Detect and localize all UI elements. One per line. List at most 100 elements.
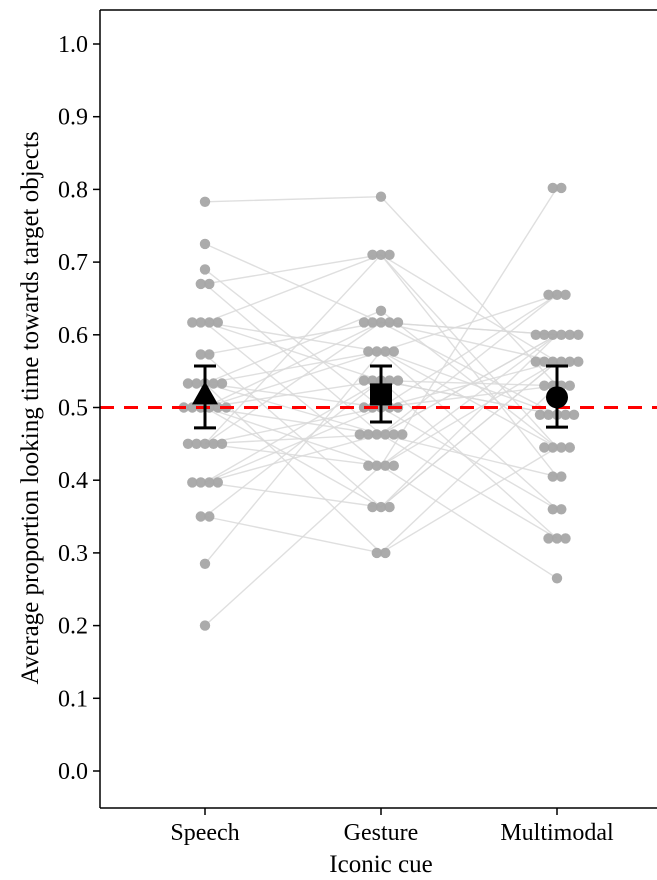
participant-line-34: [204, 294, 558, 565]
participant-point-multimodal: [547, 329, 558, 340]
participant-point-multimodal: [556, 504, 567, 515]
participant-point-speech: [195, 349, 206, 360]
participant-point-multimodal: [534, 409, 546, 420]
participant-point-gesture: [358, 317, 370, 328]
participant-point-gesture: [367, 249, 378, 260]
participant-point-gesture: [367, 317, 378, 328]
axes: [99, 9, 657, 809]
y-tick-label: 0.8: [58, 177, 88, 203]
participant-point-gesture: [380, 460, 391, 471]
participant-point-speech: [199, 264, 211, 275]
participant-point-multimodal: [543, 409, 554, 420]
participant-point-multimodal: [556, 442, 567, 453]
participant-point-speech: [187, 317, 198, 328]
participant-point-multimodal: [573, 356, 584, 367]
participant-point-multimodal: [564, 442, 575, 453]
participant-point-speech: [212, 402, 223, 413]
participant-point-speech: [195, 511, 206, 522]
participant-point-multimodal: [564, 356, 575, 367]
participant-point-gesture: [384, 317, 395, 328]
y-tick-label: 1.0: [58, 32, 88, 58]
participant-point-speech: [208, 438, 219, 449]
participant-point-speech: [204, 511, 215, 522]
participant-point-multimodal: [556, 329, 567, 340]
participant-point-speech: [195, 278, 206, 290]
participant-point-speech: [208, 378, 219, 389]
y-tick-label: 0.7: [58, 250, 88, 276]
y-tick-label: 0.3: [58, 541, 88, 567]
participant-point-gesture: [358, 375, 370, 386]
mean-marker-gesture: [370, 383, 392, 406]
participant-point-gesture: [371, 429, 382, 440]
x-tick-label-multimodal: Multimodal: [500, 820, 614, 846]
participant-point-speech: [212, 317, 223, 328]
participant-point-multimodal: [539, 356, 550, 367]
participant-point-multimodal: [530, 329, 541, 340]
participant-point-gesture: [380, 346, 391, 357]
participant-point-speech: [199, 438, 211, 449]
participant-point-multimodal: [556, 471, 567, 482]
participant-point-gesture: [367, 501, 378, 513]
participant-point-multimodal: [568, 409, 580, 420]
participant-point-gesture: [388, 429, 399, 440]
participant-point-gesture: [375, 501, 387, 513]
participant-point-gesture: [388, 346, 399, 357]
mean-markers: [192, 364, 568, 430]
y-tick-label: 0.4: [58, 468, 88, 494]
participant-point-gesture: [375, 305, 387, 316]
x-tick-label-speech: Speech: [170, 820, 239, 846]
y-tick-label: 0.5: [58, 396, 88, 422]
participant-point-gesture: [375, 191, 387, 202]
participant-point-speech: [187, 477, 198, 488]
participant-point-gesture: [388, 460, 399, 471]
participant-point-speech: [182, 378, 194, 389]
participant-point-speech: [191, 438, 202, 449]
participant-point-multimodal: [547, 504, 558, 515]
participant-point-gesture: [380, 429, 391, 440]
participant-point-speech: [216, 438, 228, 449]
y-tick-label: 0.2: [58, 614, 88, 640]
participant-point-speech: [199, 238, 211, 250]
participant-point-multimodal: [543, 533, 554, 544]
participant-line-19: [204, 406, 558, 540]
y-axis-title: Average proportion looking time towards …: [17, 131, 44, 684]
participant-point-multimodal: [560, 533, 571, 544]
participant-point-multimodal: [564, 380, 575, 391]
participant-point-multimodal: [573, 329, 584, 340]
participant-point-speech: [204, 317, 215, 328]
participant-point-multimodal: [560, 409, 571, 420]
participant-point-multimodal: [551, 533, 563, 544]
participant-point-speech: [204, 477, 215, 488]
participant-point-speech: [187, 402, 198, 413]
participant-point-gesture: [384, 375, 395, 386]
participant-point-gesture: [363, 460, 374, 471]
participant-point-gesture: [371, 547, 382, 559]
participant-point-multimodal: [551, 573, 563, 584]
participant-point-gesture: [375, 249, 387, 260]
participant-point-multimodal: [539, 442, 550, 453]
participant-point-speech: [199, 196, 211, 207]
participant-point-speech: [199, 558, 211, 569]
participant-point-gesture: [384, 249, 395, 260]
participant-point-multimodal: [547, 442, 558, 453]
participant-point-multimodal: [547, 182, 558, 194]
participant-line-25: [204, 433, 558, 478]
participant-point-multimodal: [547, 471, 558, 482]
participant-point-speech: [204, 349, 215, 360]
participant-point-gesture: [397, 429, 408, 440]
mean-marker-multimodal: [546, 386, 568, 409]
participant-point-multimodal: [539, 329, 550, 340]
participant-point-speech: [182, 438, 194, 449]
participant-point-gesture: [363, 429, 374, 440]
y-tick-label: 0.0: [58, 759, 88, 785]
participant-point-multimodal: [530, 356, 541, 367]
participant-point-speech: [199, 620, 211, 631]
y-tick-label: 0.1: [58, 686, 88, 712]
participant-point-gesture: [380, 547, 391, 559]
participant-point-speech: [216, 378, 228, 389]
mean-marker-speech: [192, 381, 218, 405]
participant-line-1: [204, 195, 558, 387]
participant-point-multimodal: [551, 289, 563, 300]
participant-point-gesture: [392, 375, 404, 386]
participant-point-multimodal: [539, 380, 550, 391]
